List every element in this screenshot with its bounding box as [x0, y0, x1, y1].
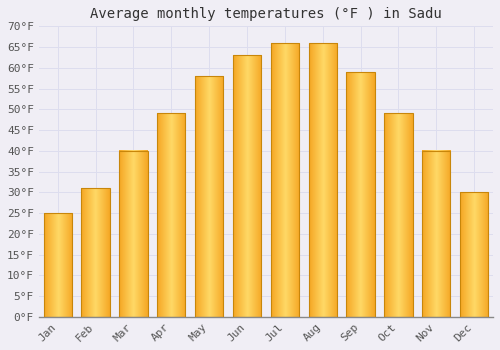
Bar: [157, 113, 186, 317]
Title: Average monthly temperatures (°F ) in Sadu: Average monthly temperatures (°F ) in Sa…: [90, 7, 442, 21]
Bar: [384, 113, 412, 317]
Bar: [82, 188, 110, 317]
Bar: [233, 55, 261, 317]
Bar: [270, 43, 299, 317]
Bar: [308, 43, 337, 317]
Bar: [119, 151, 148, 317]
Bar: [422, 151, 450, 317]
Bar: [460, 192, 488, 317]
Bar: [195, 76, 224, 317]
Bar: [346, 72, 375, 317]
Bar: [44, 213, 72, 317]
